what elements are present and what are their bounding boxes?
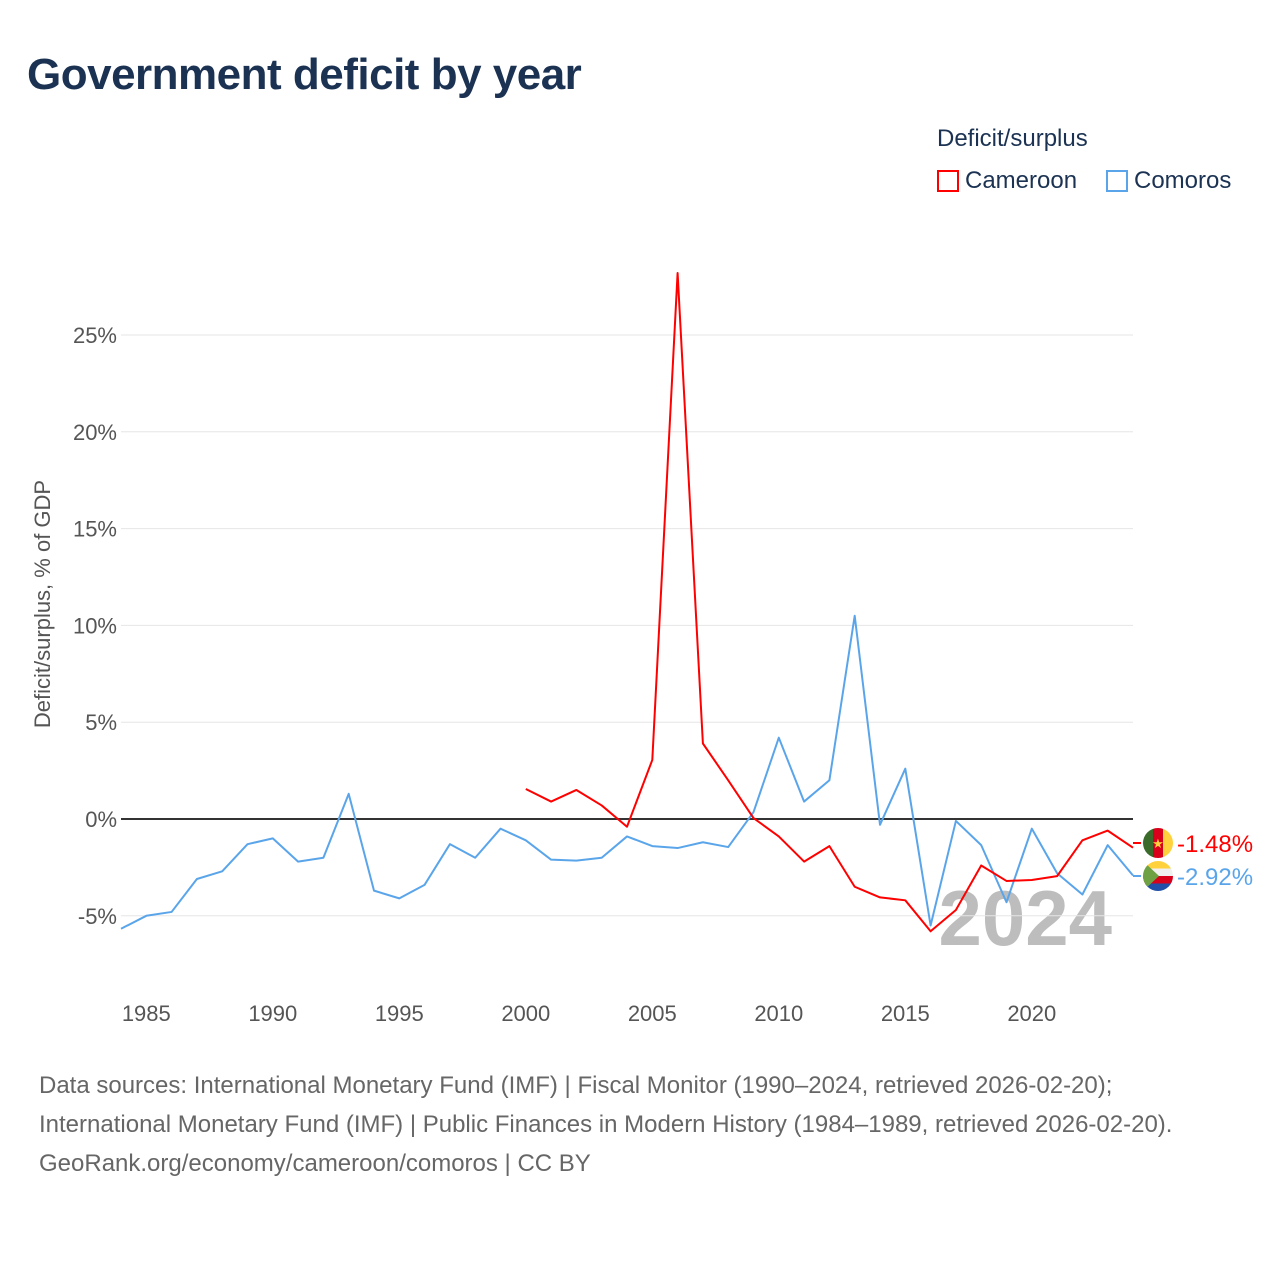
series-line-cameroon — [525, 272, 1134, 933]
y-tick-label: 25% — [73, 323, 117, 348]
source-link[interactable]: GeoRank.org/economy/cameroon/comoros | C… — [39, 1150, 591, 1177]
svg-text:★: ★ — [1152, 836, 1164, 851]
page-title: Government deficit by year — [27, 50, 582, 99]
end-label-comoros: -2.92% — [1177, 864, 1253, 891]
legend-item-cameroon[interactable]: Cameroon — [937, 167, 1077, 195]
comoros-flag-icon — [1143, 861, 1159, 891]
x-tick-label: 2010 — [754, 1001, 803, 1026]
x-tick-label: 2000 — [501, 1001, 550, 1026]
legend-label: Cameroon — [965, 167, 1078, 194]
x-tick-label: 2015 — [881, 1001, 930, 1026]
y-tick-label: 5% — [85, 710, 117, 735]
y-axis-label: Deficit/surplus, % of GDP — [30, 480, 55, 728]
legend-title: Deficit/surplus — [937, 125, 1088, 152]
comoros-flag-icon — [1143, 883, 1173, 891]
data-sources: Data sources: International Monetary Fun… — [39, 1072, 1173, 1138]
comoros-flag-icon — [1143, 876, 1173, 884]
x-tick-label: 2005 — [628, 1001, 677, 1026]
y-tick-label: 20% — [73, 420, 117, 445]
end-label-cameroon: -1.48% — [1177, 831, 1253, 858]
legend-label: Comoros — [1134, 167, 1232, 194]
x-tick-label: 2020 — [1007, 1001, 1056, 1026]
x-tick-label: 1990 — [248, 1001, 297, 1026]
comoros-flag-icon — [1143, 868, 1173, 876]
legend-swatch — [1106, 170, 1128, 192]
comoros-flag-icon — [1143, 861, 1173, 869]
x-tick-label: 1985 — [122, 1001, 171, 1026]
legend-item-comoros[interactable]: Comoros — [1106, 167, 1231, 195]
y-tick-label: -5% — [78, 904, 117, 929]
series-line-comoros — [120, 614, 1134, 930]
y-tick-label: 10% — [73, 613, 117, 638]
y-tick-label: 15% — [73, 517, 117, 542]
legend-swatch — [937, 170, 959, 192]
source-note: Data sources: International Monetary Fun… — [39, 1066, 1239, 1183]
y-tick-label: 0% — [85, 807, 117, 832]
x-tick-label: 1995 — [375, 1001, 424, 1026]
